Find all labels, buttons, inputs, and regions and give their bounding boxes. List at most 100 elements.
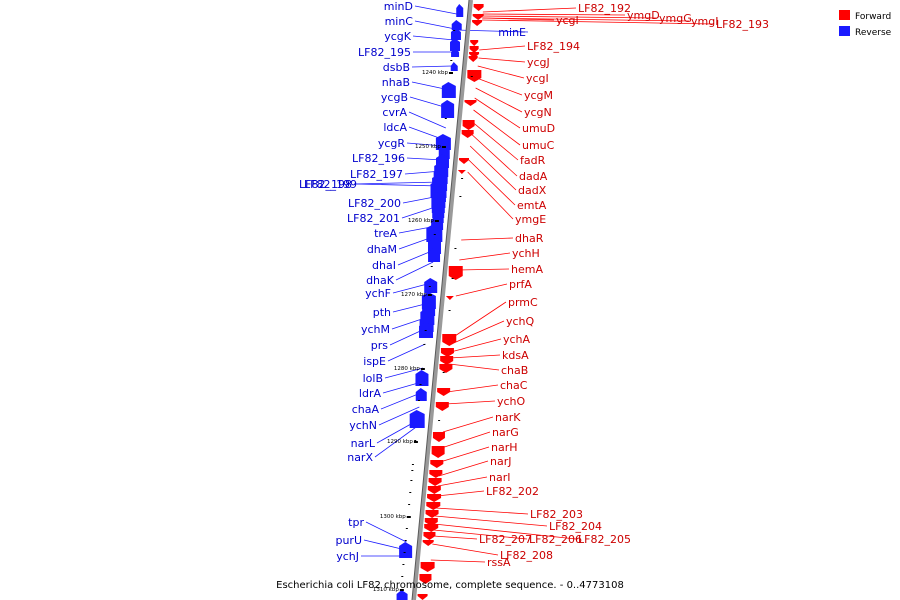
forward-leader-line	[469, 145, 517, 191]
reverse-gene-feature	[451, 20, 462, 30]
reverse-gene-label: ycgB	[381, 91, 408, 104]
forward-leader-line	[433, 535, 478, 540]
tick-mark	[448, 72, 453, 74]
forward-gene-feature	[448, 266, 463, 280]
forward-gene-label: LF82_204	[549, 520, 602, 533]
reverse-gene-label: prs	[371, 339, 389, 352]
forward-leader-line	[472, 121, 519, 161]
tick-mark	[427, 294, 432, 296]
reverse-leader-line	[412, 35, 455, 41]
forward-gene-label: ymgE	[515, 213, 546, 226]
forward-gene-label: LF82_203	[530, 508, 583, 521]
tick-label: 1290 kbp	[387, 439, 413, 445]
minor-feature-mark	[419, 384, 422, 385]
reverse-gene-label: treA	[374, 227, 397, 240]
forward-gene-feature	[470, 40, 479, 46]
tick-label: 1240 kbp	[422, 70, 448, 76]
forward-leader-line	[482, 17, 690, 22]
minor-feature-mark	[408, 504, 411, 505]
reverse-gene-feature	[396, 590, 408, 600]
minor-feature-mark	[410, 480, 413, 481]
forward-leader-line	[441, 431, 491, 449]
forward-gene-feature	[419, 574, 432, 584]
reverse-gene-label: purU	[335, 534, 362, 547]
minor-feature-mark	[450, 60, 453, 61]
forward-gene-feature	[458, 158, 469, 164]
forward-gene-label: ycgM	[524, 89, 553, 102]
forward-leader-line	[434, 515, 548, 527]
forward-leader-line	[468, 159, 516, 206]
reverse-gene-feature	[441, 82, 456, 98]
tick-label: 1310 kbp	[373, 587, 399, 593]
forward-leader-line	[450, 338, 502, 353]
forward-leader-line	[459, 252, 511, 261]
reverse-gene-label: ldcA	[383, 121, 407, 134]
reverse-gene-label: ldrA	[359, 387, 382, 400]
forward-gene-label: dhaR	[515, 232, 544, 245]
axis-ticks: 1240 kbp 1250 kbp 1260 kbp 1270 kbp 1280 kbp…	[373, 70, 453, 593]
tick-label: 1260 kbp	[408, 218, 434, 224]
gene-features	[396, 4, 484, 600]
forward-leader-line	[467, 171, 514, 220]
forward-gene-label: ychO	[497, 395, 526, 408]
forward-gene-label: ymgG	[659, 12, 692, 25]
chromosome-axis	[411, 0, 473, 600]
reverse-gene-label: dsbB	[383, 61, 410, 74]
minor-feature-mark	[401, 576, 404, 577]
reverse-gene-label: ycgK	[384, 30, 412, 43]
reverse-leader-line	[411, 65, 452, 68]
forward-gene-label: chaB	[501, 364, 528, 377]
forward-leader-line	[477, 65, 525, 79]
reverse-gene-feature	[456, 4, 464, 17]
reverse-gene-label: ycgR	[378, 137, 406, 150]
reverse-gene-label: LF82_199	[304, 178, 357, 191]
forward-leader-line	[433, 529, 528, 540]
forward-gene-feature	[420, 562, 435, 572]
forward-gene-feature	[422, 540, 434, 546]
reverse-gene-feature	[435, 134, 451, 150]
reverse-gene-label: chaA	[352, 403, 380, 416]
reverse-gene-feature	[399, 542, 413, 558]
forward-gene-label: narJ	[490, 455, 511, 468]
reverse-leader-line	[408, 111, 446, 129]
forward-leader-line	[436, 490, 485, 497]
forward-gene-label: kdsA	[502, 349, 529, 362]
minor-feature-mark	[404, 540, 407, 541]
minor-feature-mark	[442, 372, 445, 373]
reverse-leader-line	[378, 406, 420, 426]
forward-gene-label: emtA	[517, 199, 547, 212]
forward-leader-line	[438, 460, 489, 477]
forward-gene-label: narK	[495, 411, 521, 424]
minor-feature-mark	[454, 248, 457, 249]
reverse-gene-label: dhaM	[367, 243, 397, 256]
forward-leader-line	[473, 109, 521, 146]
reverse-gene-label: ychF	[365, 287, 391, 300]
forward-gene-feature	[440, 356, 454, 365]
forward-leader-line	[476, 77, 523, 96]
minor-feature-mark	[430, 266, 433, 267]
reverse-gene-label: ychM	[361, 323, 390, 336]
minor-feature-mark	[459, 196, 462, 197]
minor-feature-mark	[418, 400, 420, 401]
reverse-gene-feature	[424, 278, 438, 293]
minor-feature-mark	[411, 464, 414, 465]
reverse-gene-label: LF82_196	[352, 152, 405, 165]
gene-labels: minD minC ycgK LF82_195 dsbB nhaB ycgB cvrA ldcA…	[299, 0, 769, 569]
forward-gene-feature	[427, 494, 442, 502]
forward-gene-label: ymgD	[627, 9, 660, 22]
forward-gene-feature	[417, 594, 428, 600]
forward-gene-label: LF82_192	[578, 2, 631, 15]
minor-feature-mark	[424, 330, 427, 331]
forward-gene-feature	[432, 432, 445, 442]
forward-gene-feature	[437, 388, 451, 396]
forward-leader-line	[474, 97, 521, 129]
forward-gene-feature	[439, 364, 453, 373]
reverse-gene-label: nhaB	[382, 76, 410, 89]
forward-gene-feature	[472, 20, 483, 26]
reverse-gene-label: dhaK	[366, 274, 395, 287]
minor-feature-mark	[448, 310, 451, 311]
forward-leader-line	[449, 363, 500, 371]
forward-gene-label: chaC	[500, 379, 528, 392]
reverse-leader-line	[365, 521, 407, 543]
reverse-gene-label: minD	[384, 0, 413, 13]
